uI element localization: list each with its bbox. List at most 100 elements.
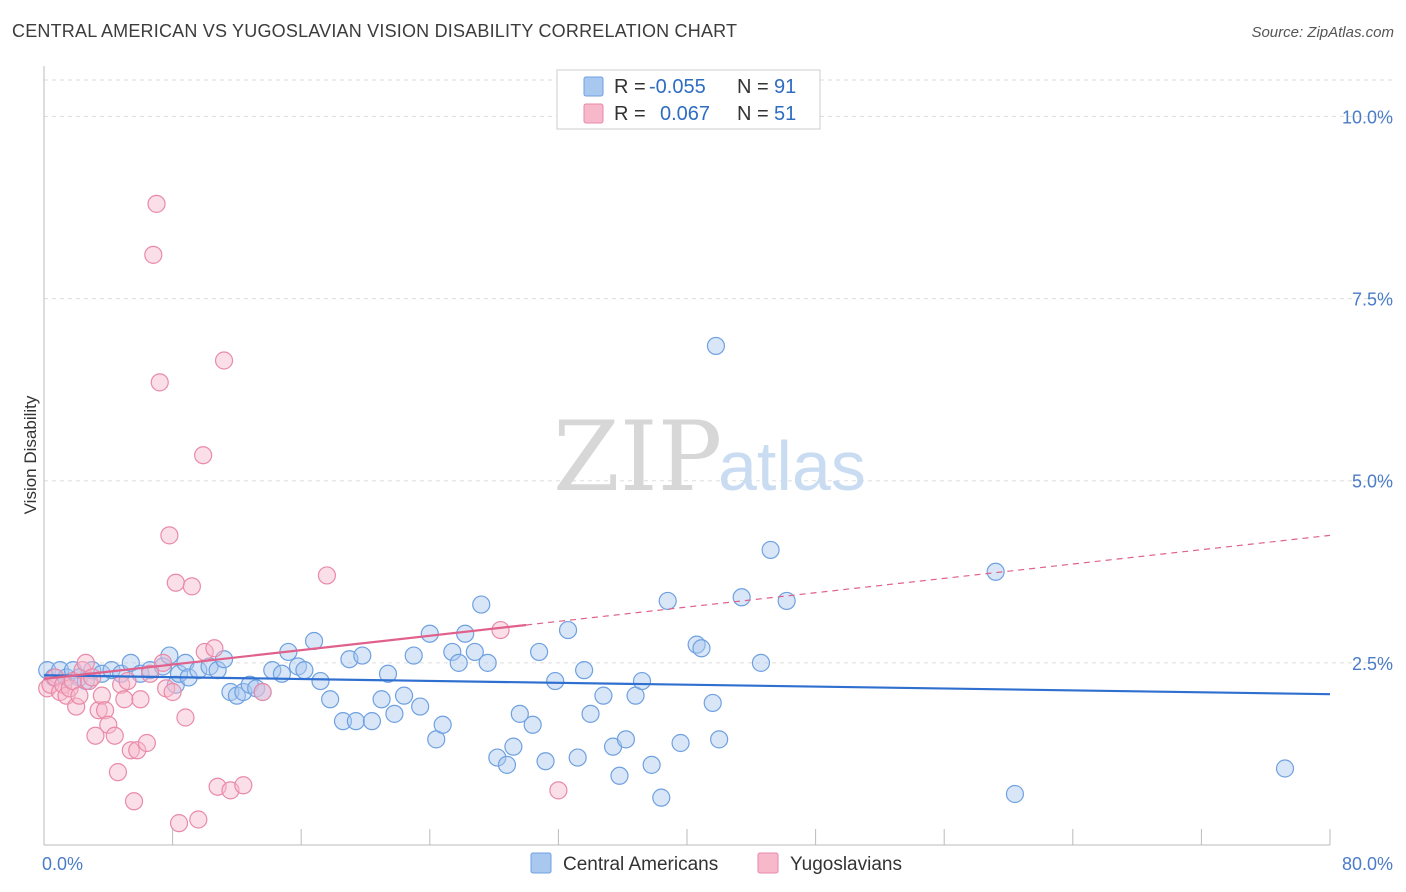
data-point-central-americans — [652, 788, 671, 807]
data-point-central-americans — [610, 766, 629, 785]
data-point-central-americans — [510, 704, 529, 723]
data-point-yugoslavians — [131, 690, 150, 709]
data-point-central-americans — [394, 686, 414, 705]
data-point-central-americans — [546, 671, 565, 691]
watermark: ZIP atlas — [553, 401, 866, 513]
data-point-yugoslavians — [234, 776, 253, 795]
data-point-central-americans — [420, 624, 439, 643]
data-point-yugoslavians — [153, 653, 173, 672]
data-point-central-americans — [536, 752, 555, 771]
data-point-yugoslavians — [214, 351, 234, 370]
data-point-central-americans — [362, 712, 382, 731]
data-point-central-americans — [497, 755, 517, 774]
data-point-central-americans — [642, 755, 661, 774]
data-point-central-americans — [433, 715, 452, 734]
legend-n-label-2: N = — [737, 103, 769, 125]
bottom-legend: Central Americans Yugoslavians — [530, 852, 902, 875]
trend-line-central-americans — [43, 674, 1331, 696]
data-point-yugoslavians — [169, 814, 189, 833]
data-point-central-americans — [295, 661, 314, 680]
watermark-atlas: atlas — [718, 427, 866, 505]
data-point-central-americans — [530, 642, 549, 662]
data-point-central-americans — [333, 712, 353, 731]
bottom-legend-label-yugoslavians: Yugoslavians — [790, 854, 902, 875]
data-point-central-americans — [378, 664, 398, 683]
data-point-yugoslavians — [99, 715, 118, 734]
bottom-legend-swatch-yugoslavians — [757, 852, 779, 874]
data-point-yugoslavians — [194, 446, 213, 465]
y-axis-label: Vision Disability — [21, 395, 40, 514]
legend-swatch-central-americans — [583, 76, 604, 97]
legend-r-label-1: R = — [614, 76, 646, 98]
data-point-yugoslavians — [86, 726, 105, 745]
top-legend: R = -0.055 N = 91 R = 0.067 N = 51 — [556, 69, 821, 130]
data-point-yugoslavians — [89, 701, 108, 720]
data-point-yugoslavians — [317, 566, 337, 585]
data-point-yugoslavians — [147, 194, 166, 213]
x-tick-min: 0.0% — [42, 854, 83, 874]
data-point-yugoslavians — [70, 686, 89, 705]
data-point-yugoslavians — [137, 733, 156, 753]
data-point-central-americans — [346, 712, 365, 731]
data-point-central-americans — [411, 697, 430, 716]
data-point-central-americans — [616, 730, 636, 749]
data-point-central-americans — [575, 661, 594, 680]
data-point-yugoslavians — [182, 577, 201, 596]
data-point-central-americans — [443, 642, 462, 662]
data-point-yugoslavians — [150, 373, 169, 392]
data-point-central-americans — [504, 737, 523, 756]
chart-source: Source: ZipAtlas.com — [1251, 24, 1394, 41]
data-point-central-americans — [671, 733, 690, 753]
data-point-central-americans — [372, 690, 391, 709]
data-point-central-americans — [732, 588, 751, 607]
data-point-central-americans — [321, 690, 340, 709]
legend-n-label-1: N = — [737, 76, 769, 98]
data-point-central-americans — [761, 540, 780, 560]
legend-r-label-2: R = — [614, 103, 646, 125]
data-point-central-americans — [658, 591, 677, 611]
data-point-yugoslavians — [144, 245, 163, 264]
data-point-central-americans — [558, 620, 578, 640]
grid-lines — [44, 79, 1392, 664]
data-point-yugoslavians — [92, 686, 111, 705]
data-point-yugoslavians — [105, 726, 124, 745]
data-point-yugoslavians — [108, 763, 128, 782]
legend-n-value-2: 51 — [774, 103, 796, 125]
data-point-central-americans — [472, 595, 491, 614]
data-point-central-americans — [692, 639, 711, 658]
bottom-legend-swatch-central-americans — [530, 852, 552, 874]
data-point-central-americans — [710, 730, 729, 749]
data-point-central-americans — [703, 693, 722, 713]
data-point-central-americans — [385, 704, 404, 723]
trend-line-yugoslavians-extrapolated — [526, 534, 1331, 626]
legend-n-value-1: 91 — [774, 76, 796, 98]
data-point-yugoslavians — [189, 810, 208, 829]
bottom-legend-label-central-americans: Central Americans — [563, 854, 718, 875]
data-point-yugoslavians — [118, 671, 137, 691]
data-point-yugoslavians — [128, 741, 147, 760]
y-tick-labels: 2.5% 5.0% 7.5% 10.0% — [1342, 107, 1393, 673]
x-tick-max: 80.0% — [1342, 854, 1393, 874]
trend-lines — [43, 534, 1331, 696]
data-point-central-americans — [456, 624, 475, 643]
chart-title: CENTRAL AMERICAN VS YUGOSLAVIAN VISION D… — [12, 21, 738, 41]
data-point-central-americans — [404, 646, 423, 665]
data-point-yugoslavians — [491, 620, 510, 640]
y-tick-label: 5.0% — [1352, 472, 1393, 492]
series-yugoslavians — [38, 194, 568, 833]
y-tick-label: 7.5% — [1352, 290, 1393, 310]
data-point-yugoslavians — [121, 741, 140, 760]
data-point-central-americans — [465, 642, 484, 662]
data-point-central-americans — [1275, 759, 1295, 778]
legend-swatch-yugoslavians — [583, 103, 604, 124]
y-tick-label: 2.5% — [1352, 654, 1393, 674]
data-point-central-americans — [581, 704, 600, 723]
data-point-yugoslavians — [67, 697, 86, 716]
data-point-yugoslavians — [115, 690, 134, 709]
data-point-yugoslavians — [166, 573, 185, 592]
data-point-yugoslavians — [176, 708, 195, 727]
data-point-central-americans — [751, 653, 771, 672]
data-point-central-americans — [986, 562, 1005, 581]
x-tick-labels: 0.0% 80.0% — [42, 854, 1393, 874]
